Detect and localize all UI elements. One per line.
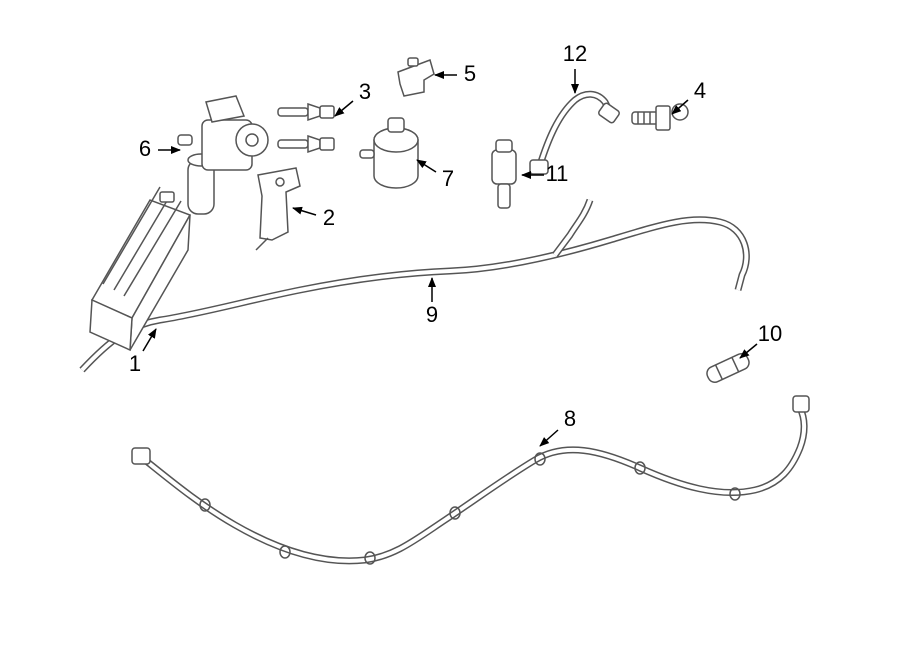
callout-arrow-3: [335, 101, 353, 116]
part-7-canister-cap: [360, 118, 418, 188]
callout-arrow-7: [417, 160, 436, 172]
callout-label-6: 6: [139, 136, 151, 161]
callout-label-11: 11: [546, 161, 569, 186]
part-11-sensor: [492, 140, 516, 208]
part-10-connector: [705, 351, 752, 384]
callout-label-8: 8: [564, 406, 576, 431]
part-12-hose: [530, 94, 620, 174]
part-6-solenoid: [178, 96, 268, 214]
callout-label-3: 3: [359, 79, 371, 104]
parts-diagram: 123456789101112: [0, 0, 900, 661]
part-2-bracket: [256, 168, 300, 250]
callout-arrow-2: [293, 208, 316, 215]
callout-arrow-8: [540, 430, 558, 446]
callout-label-2: 2: [323, 205, 335, 230]
callout-label-7: 7: [442, 166, 454, 191]
callout-label-5: 5: [464, 61, 476, 86]
callout-arrow-1: [143, 329, 156, 351]
callout-label-12: 12: [563, 41, 587, 66]
part-3-bolts: [278, 104, 334, 152]
callout-label-9: 9: [426, 302, 438, 327]
callout-label-10: 10: [758, 321, 782, 346]
part-8-tube-lower: [132, 396, 809, 564]
callout-label-4: 4: [694, 78, 706, 103]
part-1-canister: [90, 187, 190, 350]
callout-arrow-10: [740, 344, 757, 358]
part-5-clip: [398, 58, 434, 96]
callout-label-1: 1: [129, 351, 141, 376]
